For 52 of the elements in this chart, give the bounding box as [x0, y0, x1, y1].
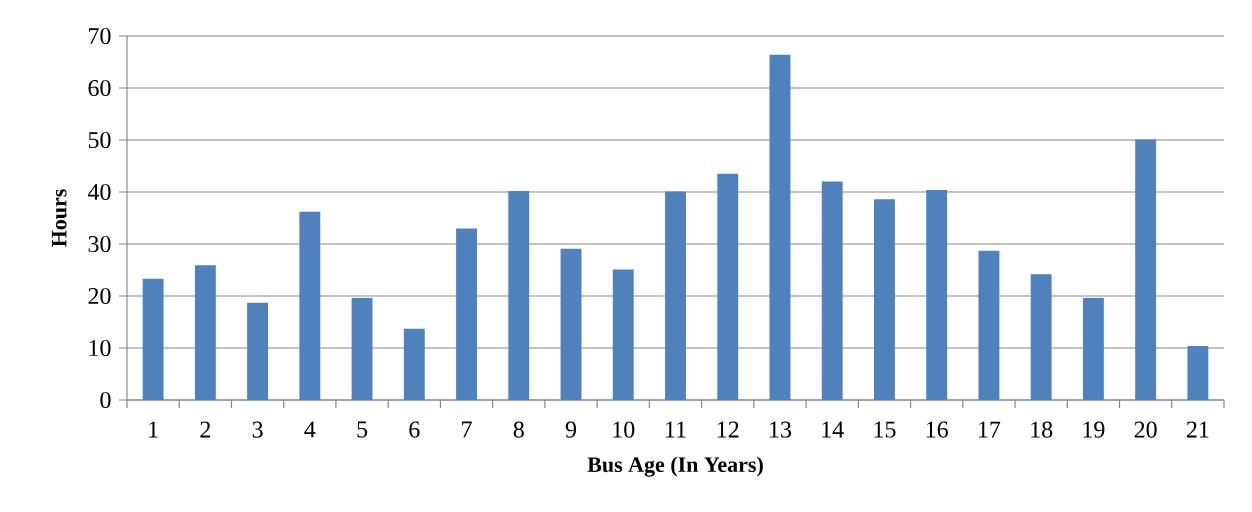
x-tick-label: 9 [565, 421, 577, 438]
bar [874, 199, 895, 400]
x-tick-label: 4 [304, 421, 316, 438]
x-tick-label: 6 [409, 421, 420, 438]
bar [247, 302, 269, 400]
x-tick-label: 16 [926, 421, 948, 438]
bar [560, 248, 582, 400]
y-axis-title: Hours [51, 189, 67, 247]
x-tick-label: 5 [357, 421, 368, 438]
bar [926, 189, 948, 400]
x-tick-label: 12 [717, 421, 739, 438]
bar [456, 228, 477, 400]
x-tick-label: 1 [149, 421, 158, 438]
bar [769, 54, 791, 400]
bar [821, 181, 843, 400]
bar [351, 298, 373, 400]
y-tick-label: 20 [88, 287, 111, 305]
x-tick-label: 15 [874, 421, 896, 438]
bar [665, 191, 686, 400]
bar [612, 269, 634, 400]
y-tick-label: 30 [88, 235, 111, 253]
y-tick-label: 40 [87, 183, 111, 201]
x-tick-label: 21 [1186, 421, 1209, 438]
bar [1135, 139, 1157, 400]
bar [978, 250, 1000, 400]
bar [142, 278, 164, 400]
x-tick-label: 17 [979, 421, 1001, 438]
y-tick-label: 10 [89, 339, 111, 357]
bar [403, 328, 425, 400]
bar [1082, 298, 1104, 400]
x-tick-label: 19 [1083, 421, 1105, 438]
y-tick-label: 70 [89, 27, 111, 45]
bar [1030, 274, 1052, 400]
y-tick-label: 60 [88, 79, 111, 97]
x-tick-label: 2 [200, 421, 211, 438]
bar [299, 211, 321, 400]
x-tick-label: 8 [513, 421, 524, 438]
x-tick-label: 13 [770, 421, 792, 438]
bar [717, 173, 739, 400]
x-tick-label: 3 [252, 421, 263, 438]
x-tick-label: 20 [1134, 421, 1157, 438]
x-tick-label: 10 [613, 421, 635, 438]
x-tick-label: 14 [822, 421, 844, 438]
y-tick-label: 50 [88, 131, 111, 149]
x-tick-label: 18 [1031, 421, 1053, 438]
x-axis-title: Bus Age (In Years) [587, 456, 763, 477]
bar [194, 265, 216, 400]
bar [508, 190, 530, 400]
y-tick-label: 0 [100, 391, 111, 409]
x-tick-label: 11 [666, 421, 686, 438]
x-tick-label: 7 [462, 421, 472, 438]
bar [1187, 345, 1209, 400]
